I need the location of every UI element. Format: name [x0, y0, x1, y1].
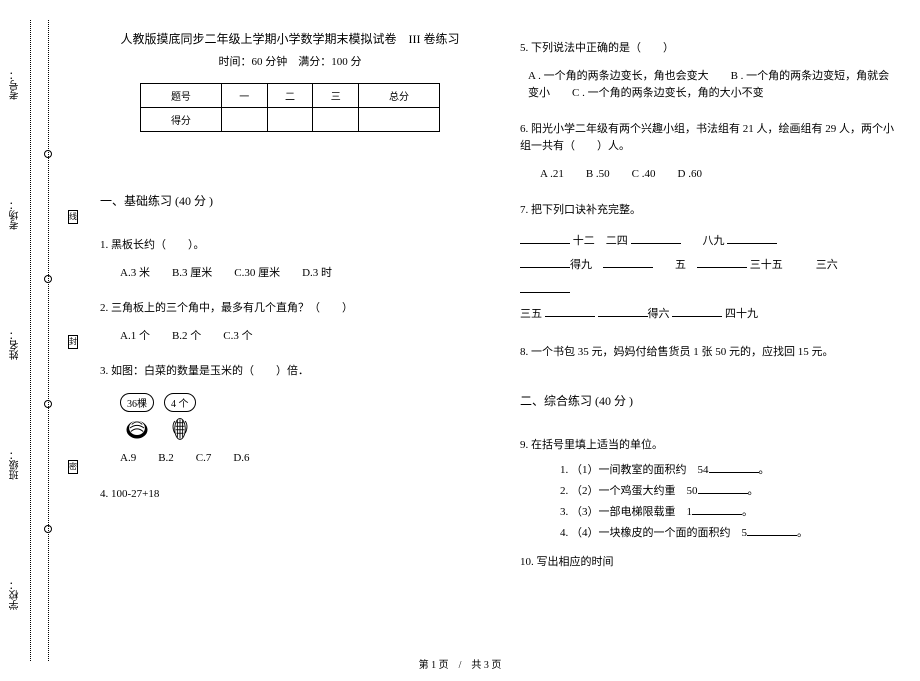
q7-text: 八九 — [681, 235, 728, 247]
question-5: 5. 下列说法中正确的是（ ） — [520, 40, 900, 58]
question-6-options: A .21 B .50 C .40 D .60 — [540, 166, 900, 184]
binding-column: 考号： 考场： 姓名： 班级： 学校： 线 封 密 — [0, 0, 80, 681]
question-1-options: A.3 米 B.3 厘米 C.30 厘米 D.3 时 — [120, 265, 480, 283]
column-right: 5. 下列说法中正确的是（ ） A . 一个角的两条边变长，角也会变大 B . … — [520, 30, 900, 641]
binding-circle-icon — [44, 525, 52, 533]
q7-text: 三十五 三六 — [747, 259, 838, 271]
q7-text: 得九 — [570, 259, 603, 271]
fill-blank[interactable] — [747, 524, 797, 536]
fill-blank[interactable] — [697, 256, 747, 268]
score-header: 一 — [221, 84, 267, 108]
fill-blank[interactable] — [709, 461, 759, 473]
q9-item: 2. （2）一个鸡蛋大约重 50。 — [560, 481, 900, 502]
q7-text: 十二 二四 — [570, 235, 631, 247]
column-left: 人教版摸底同步二年级上学期小学数学期末模拟试卷 III 卷练习 时间：60 分钟… — [100, 30, 480, 641]
table-row: 题号 一 二 三 总分 — [141, 84, 440, 108]
binding-line-1 — [30, 20, 31, 661]
question-5-options: A . 一个角的两条边变长，角也会变大 B . 一个角的两条边变短，角就会变小 … — [528, 68, 900, 103]
binding-label-banji: 班级： — [0, 420, 30, 510]
binding-circle-icon — [44, 150, 52, 158]
seal-char-feng: 封 — [68, 335, 78, 349]
content-area: 人教版摸底同步二年级上学期小学数学期末模拟试卷 III 卷练习 时间：60 分钟… — [100, 30, 900, 641]
section-2-title: 二、综合练习 (40 分 ) — [520, 392, 900, 409]
figure-bubble-cabbage: 36棵 — [120, 393, 154, 412]
fill-blank[interactable] — [598, 305, 648, 317]
q7-text: 得六 — [648, 308, 673, 320]
question-9: 9. 在括号里填上适当的单位。 — [520, 437, 900, 455]
question-2: 2. 三角板上的三个角中，最多有几个直角？（ ） — [100, 300, 480, 318]
fill-blank[interactable] — [603, 256, 653, 268]
q9-item: 4. （4）一块橡皮的一个面的面积约 5。 — [560, 523, 900, 544]
fill-blank[interactable] — [672, 305, 722, 317]
question-7: 7. 把下列口诀补充完整。 — [520, 202, 900, 220]
q7-text: 四十九 — [722, 308, 758, 320]
question-3: 3. 如图：白菜的数量是玉米的（ ）倍． — [100, 363, 480, 381]
exam-subtitle: 时间：60 分钟 满分：100 分 — [100, 53, 480, 69]
fill-blank[interactable] — [520, 256, 570, 268]
score-row-label: 得分 — [141, 108, 222, 132]
seal-char-xian: 线 — [68, 210, 78, 224]
binding-label-xuexiao: 学校： — [0, 550, 30, 640]
figure-bubble-corn: 4 个 — [164, 393, 196, 412]
section-1-title: 一、基础练习 (40 分 ) — [100, 192, 480, 209]
seal-char-mi: 密 — [68, 460, 78, 474]
fill-blank[interactable] — [698, 482, 748, 494]
cabbage-icon — [123, 414, 151, 442]
question-9-items: 1. （1）一间教室的面积约 54。 2. （2）一个鸡蛋大约重 50。 3. … — [560, 460, 900, 544]
score-header: 二 — [267, 84, 313, 108]
score-cell — [221, 108, 267, 132]
question-1: 1. 黑板长约（ ）。 — [100, 237, 480, 255]
corn-icon — [166, 414, 194, 442]
binding-circle-icon — [44, 400, 52, 408]
question-3-figure: 36棵 4 个 — [120, 393, 480, 442]
binding-label-xingming: 姓名： — [0, 300, 30, 390]
score-table: 题号 一 二 三 总分 得分 — [140, 83, 440, 132]
question-10: 10. 写出相应的时间 — [520, 554, 900, 572]
binding-circle-icon — [44, 275, 52, 283]
fill-blank[interactable] — [520, 232, 570, 244]
score-header: 总分 — [359, 84, 440, 108]
q7-text: 三五 — [520, 308, 545, 320]
question-4: 4. 100-27+18 — [100, 486, 480, 504]
binding-label-kaohao: 考号： — [0, 40, 30, 130]
exam-title: 人教版摸底同步二年级上学期小学数学期末模拟试卷 III 卷练习 — [100, 30, 480, 47]
fill-blank[interactable] — [727, 232, 777, 244]
fill-blank[interactable] — [545, 305, 595, 317]
table-row: 得分 — [141, 108, 440, 132]
page-footer: 第 1 页 / 共 3 页 — [0, 656, 920, 671]
fill-blank[interactable] — [631, 232, 681, 244]
fill-blank[interactable] — [692, 503, 742, 515]
score-cell — [359, 108, 440, 132]
fill-blank[interactable] — [520, 281, 570, 293]
score-cell — [267, 108, 313, 132]
question-8: 8. 一个书包 35 元，妈妈付给售货员 1 张 50 元的，应找回 15 元。 — [520, 344, 900, 362]
question-6: 6. 阳光小学二年级有两个兴趣小组，书法组有 21 人，绘画组有 29 人，两个… — [520, 121, 900, 156]
score-header: 题号 — [141, 84, 222, 108]
question-3-options: A.9 B.2 C.7 D.6 — [120, 450, 480, 468]
question-2-options: A.1 个 B.2 个 C.3 个 — [120, 328, 480, 346]
question-7-blanks: 十二 二四 八九 得九 五 三十五 三六三五 得六 四十九 — [520, 229, 900, 326]
score-header: 三 — [313, 84, 359, 108]
q7-text: 五 — [653, 259, 697, 271]
q9-item: 3. （3）一部电梯限载重 1。 — [560, 502, 900, 523]
binding-label-kaochang: 考场： — [0, 170, 30, 260]
score-cell — [313, 108, 359, 132]
binding-line-2 — [48, 20, 49, 661]
q9-item: 1. （1）一间教室的面积约 54。 — [560, 460, 900, 481]
